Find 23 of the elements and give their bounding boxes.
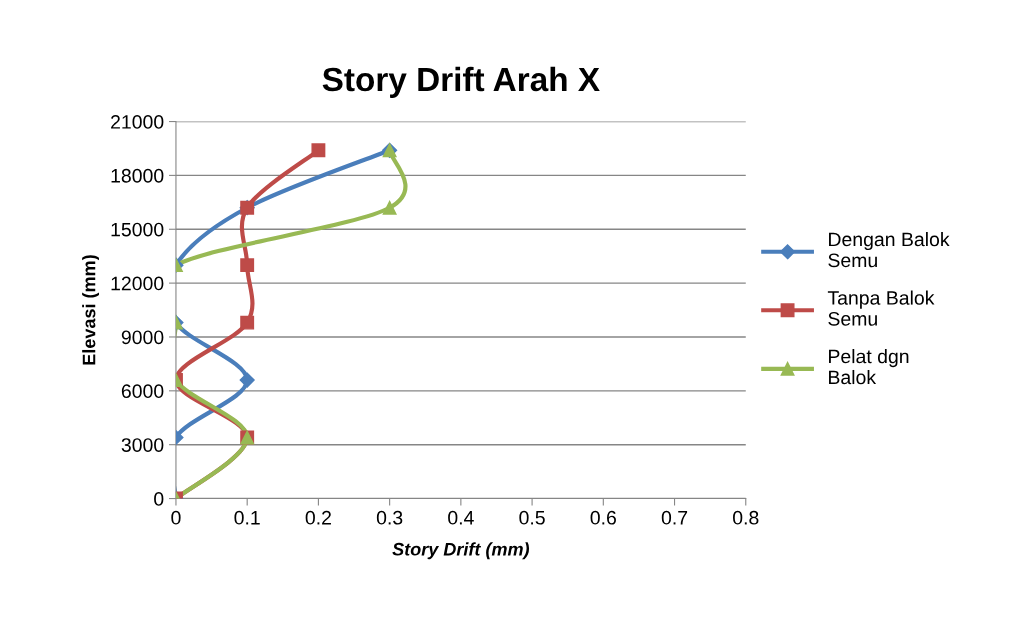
x-tick-label: 0.7 xyxy=(661,510,688,525)
y-tick-label: 21000 xyxy=(111,115,164,129)
y-tick-label: 6000 xyxy=(121,384,164,399)
y-tick-label: 18000 xyxy=(111,168,164,183)
y-tick-label: 12000 xyxy=(111,276,164,291)
x-tick-label: 0.4 xyxy=(448,510,474,525)
y-tick-label: 3000 xyxy=(121,438,164,452)
y-tick-label: 9000 xyxy=(121,330,164,345)
legend-label: Pelat dgn Balok xyxy=(829,349,909,385)
x-tick-label: 0 xyxy=(171,510,181,525)
y-axis-title: Elevasi (mm) xyxy=(82,255,99,365)
x-tick-label: 0.2 xyxy=(305,510,331,525)
y-tick-label: 15000 xyxy=(111,222,164,237)
x-tick-label: 0.5 xyxy=(519,510,545,525)
x-tick-label: 0.6 xyxy=(590,510,616,525)
chart-title: Story Drift Arah X xyxy=(322,66,600,98)
x-axis-title: Story Drift (mm) xyxy=(392,542,530,560)
x-tick-label: 0.1 xyxy=(234,510,260,525)
x-tick-label: 0.3 xyxy=(376,510,403,525)
y-tick-label: 0 xyxy=(154,492,164,506)
legend-label: Dengan Balok Semu xyxy=(828,231,950,268)
legend-label: Tanpa Balok Semu xyxy=(827,290,935,326)
x-tick-label: 0.8 xyxy=(733,510,759,525)
